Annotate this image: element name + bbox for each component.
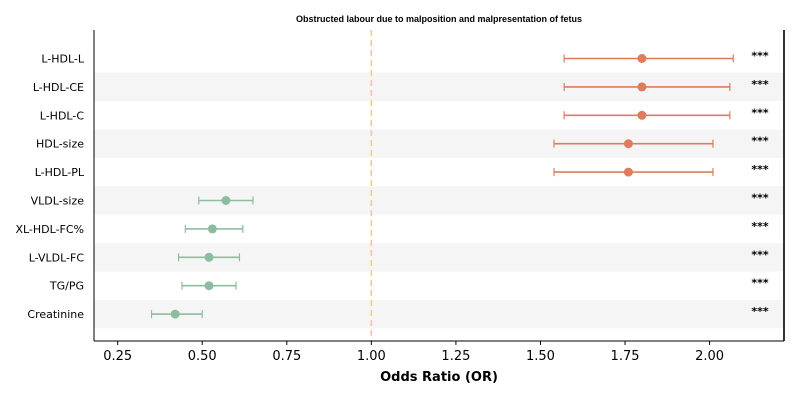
significance-label: *** — [751, 305, 769, 318]
significance-label: *** — [751, 192, 769, 205]
row-label: XL-HDL-FC% — [15, 223, 84, 236]
or-point — [637, 110, 647, 120]
significance-labels: *** *** *** *** *** *** *** *** *** *** — [751, 50, 769, 319]
or-point — [221, 196, 231, 205]
row-band — [94, 186, 784, 215]
or-point — [170, 309, 180, 319]
significance-label: *** — [751, 50, 769, 63]
row-label: L-HDL-CE — [33, 81, 84, 94]
or-point — [637, 54, 647, 63]
or-point — [207, 224, 217, 234]
axes — [93, 30, 785, 342]
row-label: Creatinine — [27, 308, 84, 321]
or-point — [204, 252, 214, 262]
x-axis-label: Odds Ratio (OR) — [380, 370, 498, 385]
x-tick-label: 1.75 — [611, 349, 640, 364]
or-point — [623, 139, 633, 149]
significance-label: *** — [751, 163, 769, 176]
significance-label: *** — [751, 220, 769, 233]
x-tick-label: 1.50 — [526, 349, 555, 364]
or-point — [204, 281, 214, 291]
x-tick-label: 0.25 — [103, 349, 132, 364]
significance-label: *** — [751, 78, 769, 91]
x-tick-label: 1.25 — [441, 349, 470, 364]
chart-title: Obstructed labour due to malposition and… — [296, 14, 582, 24]
x-tick-label: 0.75 — [272, 349, 301, 364]
or-point — [623, 167, 633, 177]
row-label: L-HDL-PL — [35, 166, 85, 179]
data-marks — [150, 54, 734, 319]
row-band — [94, 299, 784, 329]
x-ticks: 0.25 0.50 0.75 1.00 1.25 1.50 1.75 2.00 — [103, 341, 724, 364]
row-label: L-HDL-L — [41, 53, 85, 66]
row-label: HDL-size — [36, 138, 84, 151]
or-point — [637, 82, 647, 92]
significance-label: *** — [751, 277, 769, 290]
row-labels: L-HDL-L L-HDL-CE L-HDL-C HDL-size L-HDL-PL VL… — [15, 53, 84, 322]
significance-label: *** — [751, 248, 769, 261]
row-bands — [94, 72, 784, 329]
significance-label: *** — [751, 135, 769, 148]
x-tick-label: 1.00 — [357, 349, 386, 364]
x-tick-label: 2.00 — [695, 349, 724, 364]
row-label: L-VLDL-FC — [29, 251, 85, 264]
row-label: TG/PG — [49, 280, 84, 293]
significance-label: *** — [751, 106, 769, 119]
row-label: VLDL-size — [31, 195, 85, 208]
row-label: L-HDL-C — [40, 109, 85, 122]
x-tick-label: 0.50 — [188, 349, 217, 364]
